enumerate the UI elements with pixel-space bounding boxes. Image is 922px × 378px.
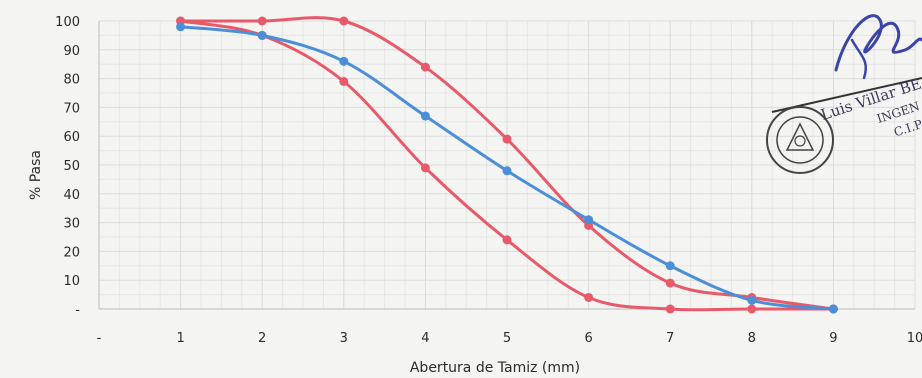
y-tick-label: 70 [63,101,80,116]
seal-center [794,135,806,147]
data-point-series-3 [176,22,186,32]
y-tick-label: 60 [63,130,80,145]
y-tick-label: 20 [63,245,80,260]
seal-inner-ring [776,116,824,164]
data-point-series-2 [502,235,512,245]
data-point-series-2 [747,304,757,314]
data-point-series-3 [747,295,757,305]
data-point-series-1 [257,16,267,26]
data-point-series-3 [502,166,512,176]
data-point-series-1 [339,16,349,26]
data-point-series-2 [665,304,675,314]
data-point-series-3 [584,215,594,225]
data-point-series-2 [584,292,594,302]
x-tick-label: 4 [421,331,429,346]
x-tick-label: 9 [829,331,837,346]
y-tick-label: 50 [63,159,80,174]
y-tick-label: 40 [63,188,80,203]
x-tick-label: 8 [748,331,756,346]
y-tick-label: 30 [63,217,80,232]
data-point-series-1 [665,278,675,288]
data-point-series-2 [420,163,430,173]
x-tick-label: - [97,331,102,346]
x-tick-label: 2 [258,331,266,346]
y-axis-title: % Pasa [28,150,44,200]
x-tick-label: 10 [907,331,922,346]
data-point-series-2 [339,76,349,86]
data-point-series-3 [828,304,838,314]
data-point-series-3 [665,261,675,271]
x-tick-label: 7 [666,331,674,346]
signature-scribble [834,14,922,72]
y-tick-label: 100 [55,15,80,30]
x-axis-title: Abertura de Tamiz (mm) [410,360,580,376]
data-point-series-3 [339,56,349,66]
x-tick-label: 6 [584,331,592,346]
y-tick-label: 80 [63,73,80,88]
y-tick-label: 90 [63,44,80,59]
data-point-series-3 [420,111,430,121]
grid [98,20,916,310]
seal-triangle [785,122,815,151]
data-point-series-1 [502,134,512,144]
data-point-series-3 [257,30,267,40]
x-tick-label: 5 [503,331,511,346]
series-layer [176,16,838,314]
engineer-stamp: Luis Villar BE INGEN C.I.P [766,14,922,174]
data-point-series-1 [420,62,430,72]
signature-tail [850,38,868,80]
seal-outer-ring [766,106,834,174]
y-tick-label: - [75,303,80,318]
y-tick-label: 10 [63,274,80,289]
x-tick-label: 1 [176,331,184,346]
x-tick-label: 3 [340,331,348,346]
